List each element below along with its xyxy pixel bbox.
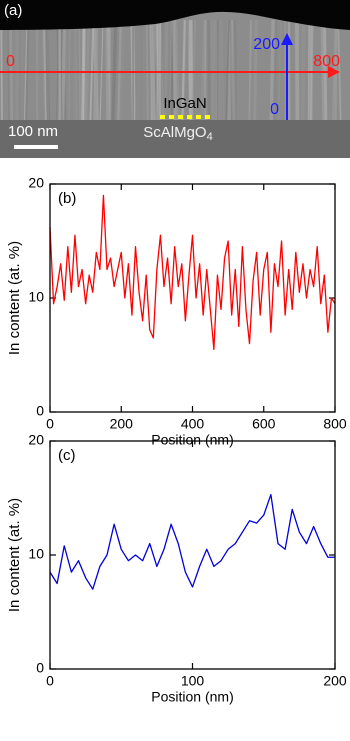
texture-streak (191, 19, 196, 121)
texture-streak (118, 19, 125, 121)
texture-streak (111, 19, 118, 121)
texture-streak (172, 19, 178, 121)
top-layer (0, 0, 350, 30)
y-tick-label: 0 (36, 403, 44, 419)
texture-streak (145, 19, 149, 121)
texture-streak (140, 19, 143, 121)
texture-streak (0, 19, 3, 121)
texture-streak (89, 19, 95, 121)
y-tick-label: 10 (28, 289, 44, 305)
texture-streak (189, 19, 194, 121)
texture-streak (301, 19, 306, 121)
texture-streak (322, 19, 328, 121)
h-start-label: 0 (6, 53, 15, 70)
texture-streak (210, 19, 215, 121)
scale-bar (14, 145, 58, 149)
texture-streak (253, 19, 258, 121)
texture-streak (249, 19, 255, 121)
x-tick-label: 400 (181, 416, 205, 432)
data-line (49, 493, 335, 590)
texture-streak (309, 19, 314, 121)
texture-streak (269, 19, 275, 121)
texture-streak (92, 19, 99, 121)
texture-streak (99, 19, 104, 121)
x-tick-label: 0 (46, 416, 54, 432)
texture-streak (337, 19, 342, 121)
y-tick-label: 10 (28, 546, 44, 562)
x-tick-label: 0 (46, 673, 54, 689)
texture-streak (103, 19, 110, 121)
v-end-label: 200 (253, 36, 280, 53)
x-tick-label: 200 (323, 673, 347, 689)
scale-bar-label: 100 nm (8, 123, 58, 140)
x-tick-label: 600 (252, 416, 276, 432)
texture-streak (78, 19, 81, 121)
texture-streak (68, 19, 71, 121)
panel-label: (a) (4, 2, 22, 19)
plot-frame (49, 440, 336, 670)
x-tick-label: 800 (323, 416, 347, 432)
texture-streak (45, 19, 51, 121)
texture-streak (61, 19, 66, 121)
substrate-label: ScAlMgO4 (143, 124, 212, 143)
h-arrowhead (328, 66, 340, 78)
texture-streak (134, 19, 141, 121)
plot-frame (49, 183, 336, 413)
texture-streak (161, 19, 166, 121)
texture-streak (8, 19, 14, 121)
texture-streak (186, 19, 189, 121)
texture-streak (206, 19, 212, 121)
x-tick-label: 100 (181, 673, 205, 689)
layer-label: InGaN (163, 95, 206, 112)
y-tick-label: 0 (36, 660, 44, 676)
texture-streak (149, 19, 153, 121)
v-start-label: 0 (270, 101, 279, 118)
texture-streak (277, 19, 282, 121)
texture-streak (248, 19, 252, 121)
image-texture (0, 19, 342, 121)
texture-streak (6, 19, 9, 121)
panel-label: (c) (58, 447, 76, 464)
x-tick-label: 200 (110, 416, 134, 432)
texture-streak (117, 19, 122, 121)
y-axis-label: In content (at. %) (6, 498, 23, 612)
y-tick-label: 20 (28, 432, 44, 448)
h-end-label: 800 (313, 53, 340, 70)
x-axis-label: Position (nm) (151, 689, 233, 705)
texture-streak (174, 19, 180, 121)
y-axis-label: In content (at. %) (6, 241, 23, 355)
texture-streak (14, 19, 20, 121)
texture-streak (225, 19, 230, 121)
data-line (49, 194, 336, 350)
texture-streak (81, 19, 86, 121)
texture-streak (217, 19, 223, 121)
texture-streak (1, 19, 6, 121)
texture-streak (23, 19, 28, 121)
substrate-subscript: 4 (207, 131, 213, 143)
panel-label: (b) (58, 190, 76, 207)
texture-streak (320, 19, 326, 121)
texture-streak (85, 19, 90, 121)
texture-streak (6, 19, 12, 121)
texture-streak (41, 19, 46, 121)
texture-streak (167, 19, 171, 121)
y-tick-label: 20 (28, 175, 44, 191)
texture-streak (334, 19, 338, 121)
texture-streak (73, 19, 79, 121)
texture-streak (150, 19, 157, 121)
texture-streak (221, 19, 225, 121)
texture-streak (230, 19, 236, 121)
substrate (0, 120, 350, 158)
v-arrowhead (281, 33, 293, 45)
texture-streak (35, 19, 39, 121)
texture-streak (274, 19, 278, 121)
x-axis-label: Position (nm) (151, 432, 233, 448)
tem-image: (a) 0 800 200 0 InGaN ScAlMgO4 100 nm (0, 0, 350, 158)
texture-streak (25, 19, 30, 121)
substrate-name: ScAlMgO (143, 124, 206, 141)
texture-streak (229, 19, 233, 121)
texture-streak (181, 19, 186, 121)
